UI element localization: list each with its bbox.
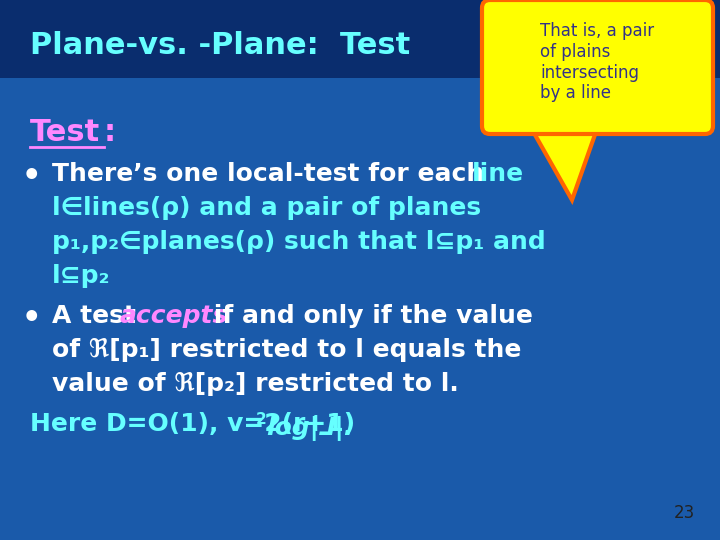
Text: :: : bbox=[104, 118, 116, 147]
Text: value of ℜ[p₂] restricted to l.: value of ℜ[p₂] restricted to l. bbox=[52, 372, 459, 396]
FancyBboxPatch shape bbox=[482, 0, 713, 134]
Text: line: line bbox=[472, 162, 524, 186]
Text: p₁,p₂∈planes(ρ) such that l⊆p₁ and: p₁,p₂∈planes(ρ) such that l⊆p₁ and bbox=[52, 230, 546, 254]
Text: if and only if the value: if and only if the value bbox=[205, 304, 533, 328]
Text: l⊆p₂: l⊆p₂ bbox=[52, 264, 110, 288]
Text: 23: 23 bbox=[674, 504, 695, 522]
Text: Here D=O(1), v=2(r+1): Here D=O(1), v=2(r+1) bbox=[30, 412, 355, 436]
Text: That is, a pair
of plains
intersecting
by a line: That is, a pair of plains intersecting b… bbox=[541, 22, 654, 103]
Text: Test: Test bbox=[30, 118, 100, 147]
Text: There’s one local-test for each: There’s one local-test for each bbox=[52, 162, 493, 186]
Text: •: • bbox=[22, 162, 42, 191]
Text: •: • bbox=[22, 304, 42, 333]
Text: A test: A test bbox=[52, 304, 145, 328]
Text: log|⅃|.: log|⅃|. bbox=[266, 416, 354, 441]
Text: l∈lines(ρ) and a pair of planes: l∈lines(ρ) and a pair of planes bbox=[52, 196, 481, 220]
Polygon shape bbox=[530, 126, 598, 200]
Text: of ℜ[p₁] restricted to l equals the: of ℜ[p₁] restricted to l equals the bbox=[52, 338, 521, 362]
FancyBboxPatch shape bbox=[0, 0, 720, 78]
Text: Plane-vs. -Plane:  Test: Plane-vs. -Plane: Test bbox=[30, 31, 410, 60]
Text: 2: 2 bbox=[256, 412, 266, 427]
Text: accepts: accepts bbox=[120, 304, 228, 328]
